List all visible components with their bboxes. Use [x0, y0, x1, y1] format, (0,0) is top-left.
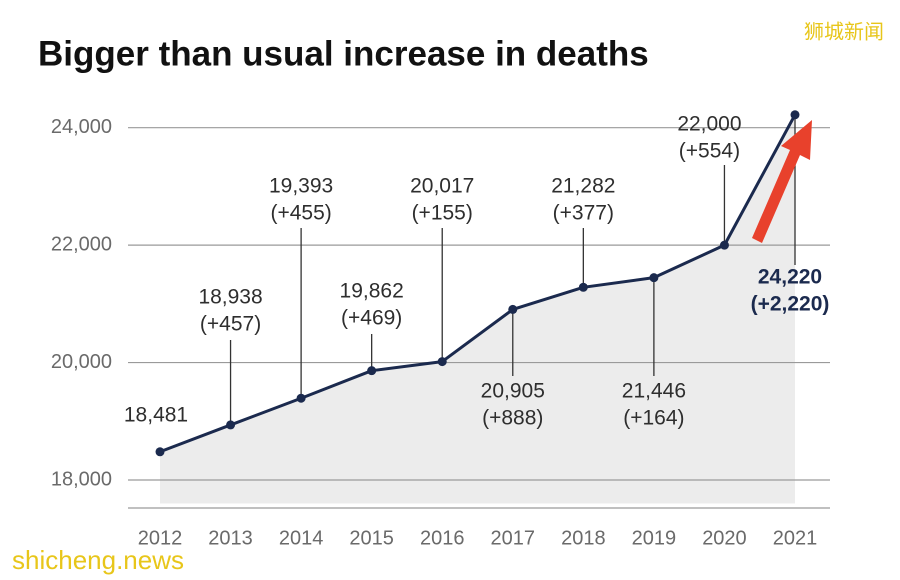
arrow	[752, 120, 812, 243]
change-label: (+377)	[553, 202, 614, 225]
point	[367, 366, 377, 376]
x-tick-label: 2021	[773, 527, 818, 549]
data-label: 18,938	[198, 286, 262, 309]
change-label: (+2,220)	[751, 293, 830, 316]
point	[578, 282, 588, 292]
change-label: (+554)	[679, 140, 740, 163]
line	[159, 114, 797, 454]
change-label: (+155)	[412, 202, 473, 225]
point	[508, 304, 518, 314]
chart-title: Bigger than usual increase in deaths	[38, 34, 649, 73]
data-label: 19,862	[340, 280, 404, 303]
data-label: 21,282	[551, 175, 615, 198]
x-tick-label: 2020	[702, 527, 747, 549]
x-tick-label: 2018	[561, 527, 606, 549]
point	[649, 273, 659, 283]
area	[160, 114, 795, 504]
change-label: (+164)	[623, 407, 684, 430]
data-label: 20,017	[410, 175, 474, 198]
data-label: 24,220	[758, 266, 822, 289]
x-tick-label: 2015	[349, 527, 394, 549]
data-label: 21,446	[622, 380, 686, 403]
x-tick-label: 2017	[491, 527, 536, 549]
point	[226, 420, 236, 430]
change-label: (+888)	[482, 407, 543, 430]
x-tick-label: 2012	[138, 527, 183, 549]
x-tick-label: 2019	[632, 527, 677, 549]
y-tick-label: 20,000	[51, 351, 112, 373]
y-tick-label: 22,000	[51, 233, 112, 255]
x-tick-label: 2016	[420, 527, 465, 549]
x-tick-label: 2014	[279, 527, 324, 549]
data-label: 22,000	[677, 113, 741, 136]
watermark: 狮城新闻	[804, 20, 884, 43]
data-label: 19,393	[269, 175, 333, 198]
point	[437, 357, 447, 367]
data-label: 18,481	[124, 404, 188, 427]
change-label: (+457)	[200, 313, 261, 336]
point	[719, 240, 729, 250]
y-tick-label: 24,000	[51, 116, 112, 138]
watermark: shicheng.news	[12, 545, 184, 575]
y-tick-label: 18,000	[51, 468, 112, 490]
change-label: (+469)	[341, 307, 402, 330]
point	[296, 393, 306, 403]
point	[155, 447, 165, 457]
x-tick-label: 2013	[208, 527, 253, 549]
data-label: 20,905	[481, 380, 545, 403]
change-label: (+455)	[270, 202, 331, 225]
point	[790, 110, 800, 120]
